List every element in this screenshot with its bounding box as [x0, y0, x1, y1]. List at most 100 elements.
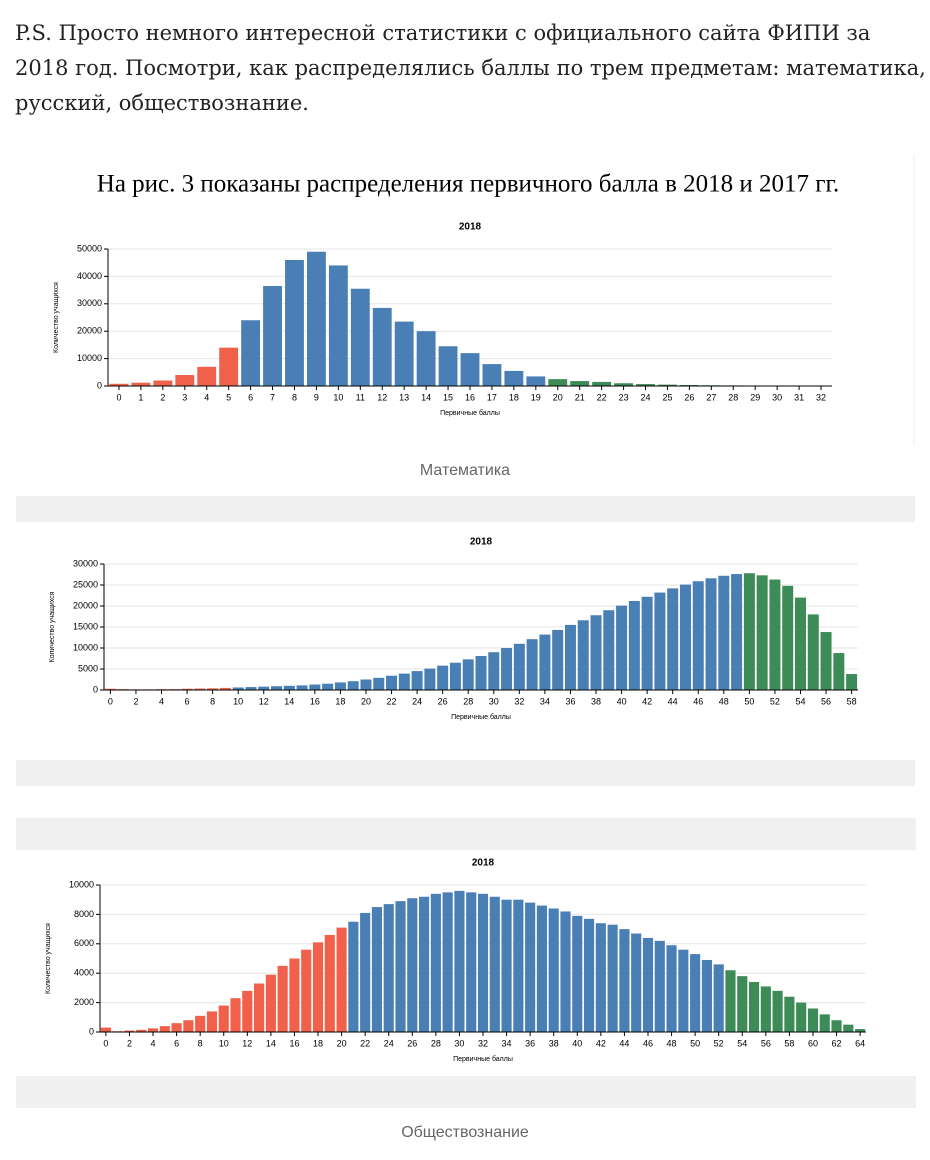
bar	[348, 921, 359, 1032]
x-tick-label: 10	[333, 392, 343, 402]
x-tick-label: 27	[706, 392, 716, 402]
y-tick-label: 30000	[77, 298, 102, 308]
y-axis-label: Количество учащихся	[49, 591, 56, 662]
x-tick-label: 24	[641, 392, 651, 402]
bar	[731, 574, 743, 690]
bar	[197, 366, 217, 386]
bar	[175, 375, 195, 386]
bar	[526, 376, 546, 386]
bar	[336, 927, 347, 1032]
caption: Математика	[420, 462, 510, 479]
bar	[590, 615, 602, 690]
x-tick-label: 42	[596, 1038, 606, 1048]
x-tick-label: 34	[540, 696, 550, 706]
bar	[628, 600, 640, 690]
x-tick-label: 44	[619, 1038, 629, 1048]
bar	[460, 353, 480, 386]
bar	[504, 370, 524, 386]
x-tick-label: 2	[160, 392, 165, 402]
y-axis-label: Количество учащихся	[53, 282, 60, 353]
bar	[564, 624, 576, 690]
bar	[245, 687, 257, 690]
bar	[846, 674, 858, 690]
bar	[489, 896, 500, 1032]
intro-text: P.S. Просто немного интересной статистик…	[15, 16, 926, 121]
bar	[819, 1014, 830, 1032]
x-tick-label: 54	[795, 696, 805, 706]
x-tick-label: 40	[617, 696, 627, 706]
bar	[619, 929, 630, 1032]
x-tick-label: 4	[151, 1038, 156, 1048]
y-tick-label: 10000	[77, 353, 102, 363]
bar	[438, 346, 458, 386]
x-tick-label: 28	[431, 1038, 441, 1048]
bar	[195, 1015, 206, 1032]
intro-line: P.S. Просто немного интересной статистик…	[15, 21, 871, 45]
bar	[631, 933, 642, 1032]
bar	[592, 381, 612, 386]
x-tick-label: 48	[719, 696, 729, 706]
bar	[833, 653, 845, 690]
bar	[678, 949, 689, 1032]
x-tick-label: 50	[744, 696, 754, 706]
bar	[552, 629, 564, 690]
x-tick-label: 22	[597, 392, 607, 402]
bar	[153, 380, 173, 386]
x-tick-label: 38	[549, 1038, 559, 1048]
x-tick-label: 60	[808, 1038, 818, 1048]
bar	[784, 996, 795, 1032]
bar	[207, 688, 219, 690]
intro-line: 2018 год. Посмотри, как распределялись б…	[15, 56, 926, 80]
x-tick-label: 6	[174, 1038, 179, 1048]
bar	[383, 904, 394, 1032]
bar	[760, 986, 771, 1032]
spacer	[16, 496, 915, 522]
x-tick-label: 3	[182, 392, 187, 402]
bar	[513, 899, 524, 1032]
bar	[548, 908, 559, 1032]
bar	[449, 662, 461, 690]
x-tick-label: 18	[509, 392, 519, 402]
bar	[241, 320, 261, 386]
bar	[737, 976, 748, 1032]
bar	[206, 1011, 218, 1032]
bar	[843, 1024, 854, 1032]
bar	[419, 896, 430, 1032]
bar	[641, 596, 653, 690]
bar	[772, 990, 783, 1032]
x-tick-label: 8	[210, 696, 215, 706]
bar	[570, 381, 590, 386]
bar	[230, 998, 241, 1032]
x-tick-label: 10	[233, 696, 243, 706]
bar	[258, 686, 270, 690]
x-tick-label: 10	[219, 1038, 229, 1048]
bar	[442, 892, 453, 1032]
x-tick-label: 16	[289, 1038, 299, 1048]
y-tick-label: 15000	[73, 621, 98, 631]
bar	[658, 384, 677, 386]
x-tick-label: 46	[693, 696, 703, 706]
bar	[782, 585, 794, 690]
x-tick-label: 12	[242, 1038, 252, 1048]
x-tick-label: 20	[361, 696, 371, 706]
x-tick-label: 19	[531, 392, 541, 402]
x-tick-label: 28	[463, 696, 473, 706]
x-tick-label: 56	[761, 1038, 771, 1048]
bar	[360, 912, 371, 1032]
x-tick-label: 29	[750, 392, 760, 402]
bar	[614, 383, 634, 386]
bar	[577, 620, 589, 690]
bar	[603, 610, 615, 690]
bar	[232, 687, 244, 690]
x-tick-label: 23	[619, 392, 629, 402]
bar	[306, 251, 326, 386]
x-tick-label: 46	[643, 1038, 653, 1048]
x-tick-label: 52	[770, 696, 780, 706]
caption: Обществознание	[401, 1124, 529, 1141]
bar	[794, 597, 806, 690]
x-tick-label: 4	[159, 696, 164, 706]
x-tick-label: 12	[259, 696, 269, 706]
bar	[219, 687, 231, 690]
y-tick-label: 6000	[74, 938, 94, 948]
